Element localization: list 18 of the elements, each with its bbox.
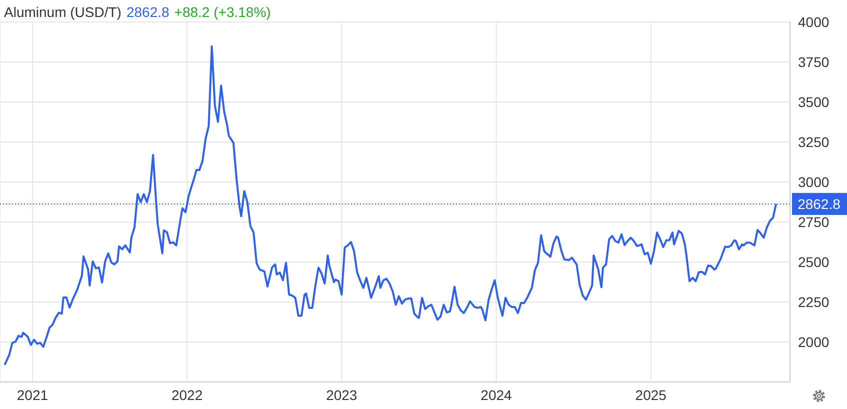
y-tick-label: 2500 [798, 254, 830, 270]
x-tick-label: 2021 [16, 386, 48, 403]
y-tick-label: 2750 [798, 214, 830, 230]
y-tick-label: 2000 [798, 334, 830, 350]
x-tick-label: 2023 [326, 386, 358, 403]
y-tick-label: 2250 [798, 294, 830, 310]
y-tick-label: 3250 [798, 134, 830, 150]
y-tick-label: 3000 [798, 174, 830, 190]
y-tick-label: 4000 [798, 14, 830, 30]
y-tick-label: 3500 [798, 94, 830, 110]
y-tick-label: 3750 [798, 54, 830, 70]
text: +88.2 (+3.18%) [174, 4, 271, 20]
x-tick-label: 2024 [480, 386, 512, 403]
x-tick-label: 2022 [171, 386, 203, 403]
ref-line-label: 2862.8 [798, 196, 841, 212]
chart-title: Aluminum (USD/T) [4, 4, 122, 20]
text: 2862.8 [126, 4, 170, 20]
x-tick-label: 2025 [635, 386, 667, 403]
